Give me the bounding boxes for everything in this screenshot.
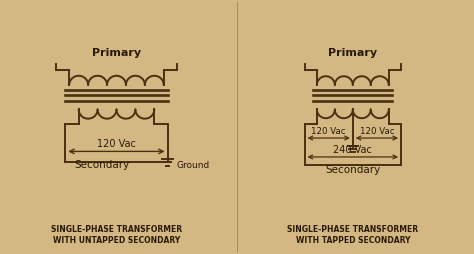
Text: Primary: Primary xyxy=(92,48,141,58)
Text: Secondary: Secondary xyxy=(75,159,130,169)
Text: SINGLE-PHASE TRANSFORMER
WITH UNTAPPED SECONDARY: SINGLE-PHASE TRANSFORMER WITH UNTAPPED S… xyxy=(51,224,182,244)
Text: 240 Vac: 240 Vac xyxy=(333,145,372,154)
Text: SINGLE-PHASE TRANSFORMER
WITH TAPPED SECONDARY: SINGLE-PHASE TRANSFORMER WITH TAPPED SEC… xyxy=(287,224,419,244)
Text: Ground: Ground xyxy=(176,161,210,170)
Text: Secondary: Secondary xyxy=(325,164,381,174)
Text: 120 Vac: 120 Vac xyxy=(311,127,346,136)
Text: Primary: Primary xyxy=(328,48,377,58)
Text: 120 Vac: 120 Vac xyxy=(360,127,394,136)
Text: 120 Vac: 120 Vac xyxy=(97,139,136,149)
